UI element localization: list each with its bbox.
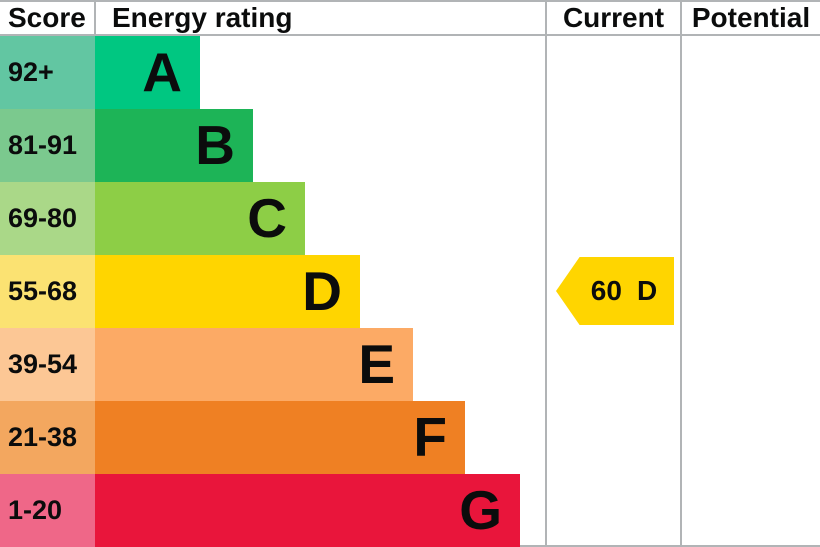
- band-bar-f: F: [95, 401, 465, 474]
- band-row-g: 1-20 G: [0, 474, 820, 547]
- score-range-f: 21-38: [0, 401, 95, 474]
- band-row-f: 21-38 F: [0, 401, 820, 474]
- score-range-d: 55-68: [0, 255, 95, 328]
- current-rating-value: 60: [590, 275, 622, 306]
- table-top-border: [0, 0, 820, 2]
- potential-column-header: Potential: [691, 2, 811, 33]
- band-bar-e: E: [95, 328, 413, 401]
- score-column-divider: [94, 0, 96, 36]
- band-row-e: 39-54 E: [0, 328, 820, 401]
- band-row-a: 92+ A: [0, 36, 820, 109]
- band-row-b: 81-91 B: [0, 109, 820, 182]
- band-bar-b: B: [95, 109, 253, 182]
- score-column-header: Score: [8, 2, 86, 33]
- energy-rating-column-header: Energy rating: [112, 2, 293, 33]
- band-bar-c: C: [95, 182, 305, 255]
- potential-column-divider: [680, 0, 682, 547]
- current-rating-arrow: 60 D: [556, 257, 674, 325]
- band-bar-g: G: [95, 474, 520, 547]
- current-rating-band: D: [636, 275, 658, 306]
- score-range-a: 92+: [0, 36, 95, 109]
- score-range-e: 39-54: [0, 328, 95, 401]
- current-column-header: Current: [562, 2, 665, 33]
- current-column-divider: [545, 0, 547, 547]
- score-range-c: 69-80: [0, 182, 95, 255]
- score-range-g: 1-20: [0, 474, 95, 547]
- band-row-d: 55-68 D: [0, 255, 820, 328]
- band-bar-d: D: [95, 255, 360, 328]
- band-bar-a: A: [95, 36, 200, 109]
- header-bottom-border: [0, 34, 820, 36]
- band-rows: 92+ A 81-91 B 69-80 C 55-68 D 39-54 E 21…: [0, 36, 820, 547]
- score-range-b: 81-91: [0, 109, 95, 182]
- band-row-c: 69-80 C: [0, 182, 820, 255]
